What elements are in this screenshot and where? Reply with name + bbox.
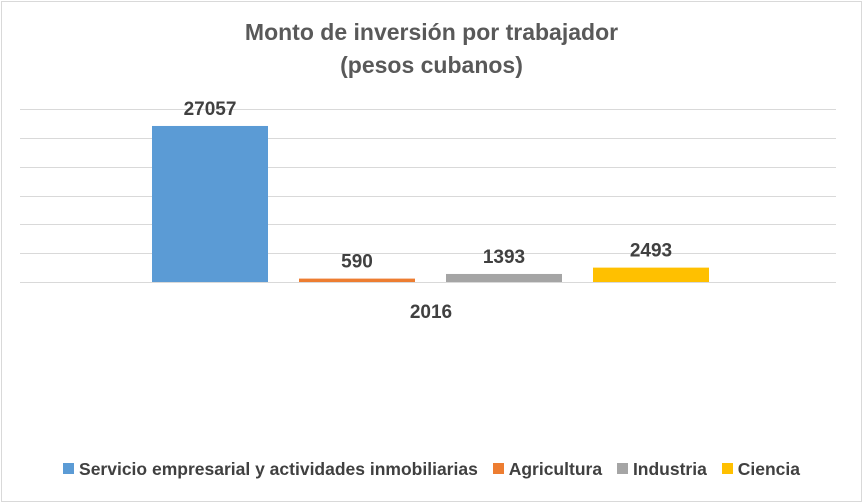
legend: Servicio empresarial y actividades inmob… xyxy=(0,459,863,480)
legend-item-servicio: Servicio empresarial y actividades inmob… xyxy=(63,459,478,480)
legend-swatch-agricultura xyxy=(492,463,504,474)
data-label-agricultura: 590 xyxy=(341,252,373,273)
bar-ciencia xyxy=(593,267,709,282)
legend-label-agricultura: Agricultura xyxy=(508,459,603,479)
grid-lines xyxy=(20,109,836,283)
legend-swatch-ciencia xyxy=(721,463,733,474)
data-label-servicio: 27057 xyxy=(184,99,237,120)
legend-label-industria: Industria xyxy=(632,459,707,479)
category-label: 2016 xyxy=(410,302,452,323)
bars xyxy=(152,125,709,282)
bar-industria xyxy=(446,273,562,282)
legend-item-ciencia: Ciencia xyxy=(721,459,800,480)
data-label-industria: 1393 xyxy=(483,247,525,268)
bar-servicio xyxy=(152,125,268,282)
chart-title: Monto de inversión por trabajador (pesos… xyxy=(0,16,863,82)
chart-title-main: Monto de inversión por trabajador xyxy=(244,19,619,45)
legend-swatch-industria xyxy=(616,463,628,474)
bar-agricultura xyxy=(299,278,415,282)
data-labels: 27057 590 1393 2493 xyxy=(184,99,673,273)
chart-title-subtitle: (pesos cubanos) xyxy=(340,52,523,78)
legend-item-industria: Industria xyxy=(616,459,707,480)
legend-label-ciencia: Ciencia xyxy=(737,459,800,479)
legend-label-servicio: Servicio empresarial y actividades inmob… xyxy=(79,459,478,479)
legend-item-agricultura: Agricultura xyxy=(492,459,603,480)
data-label-ciencia: 2493 xyxy=(630,241,672,262)
legend-swatch-servicio xyxy=(63,463,75,474)
